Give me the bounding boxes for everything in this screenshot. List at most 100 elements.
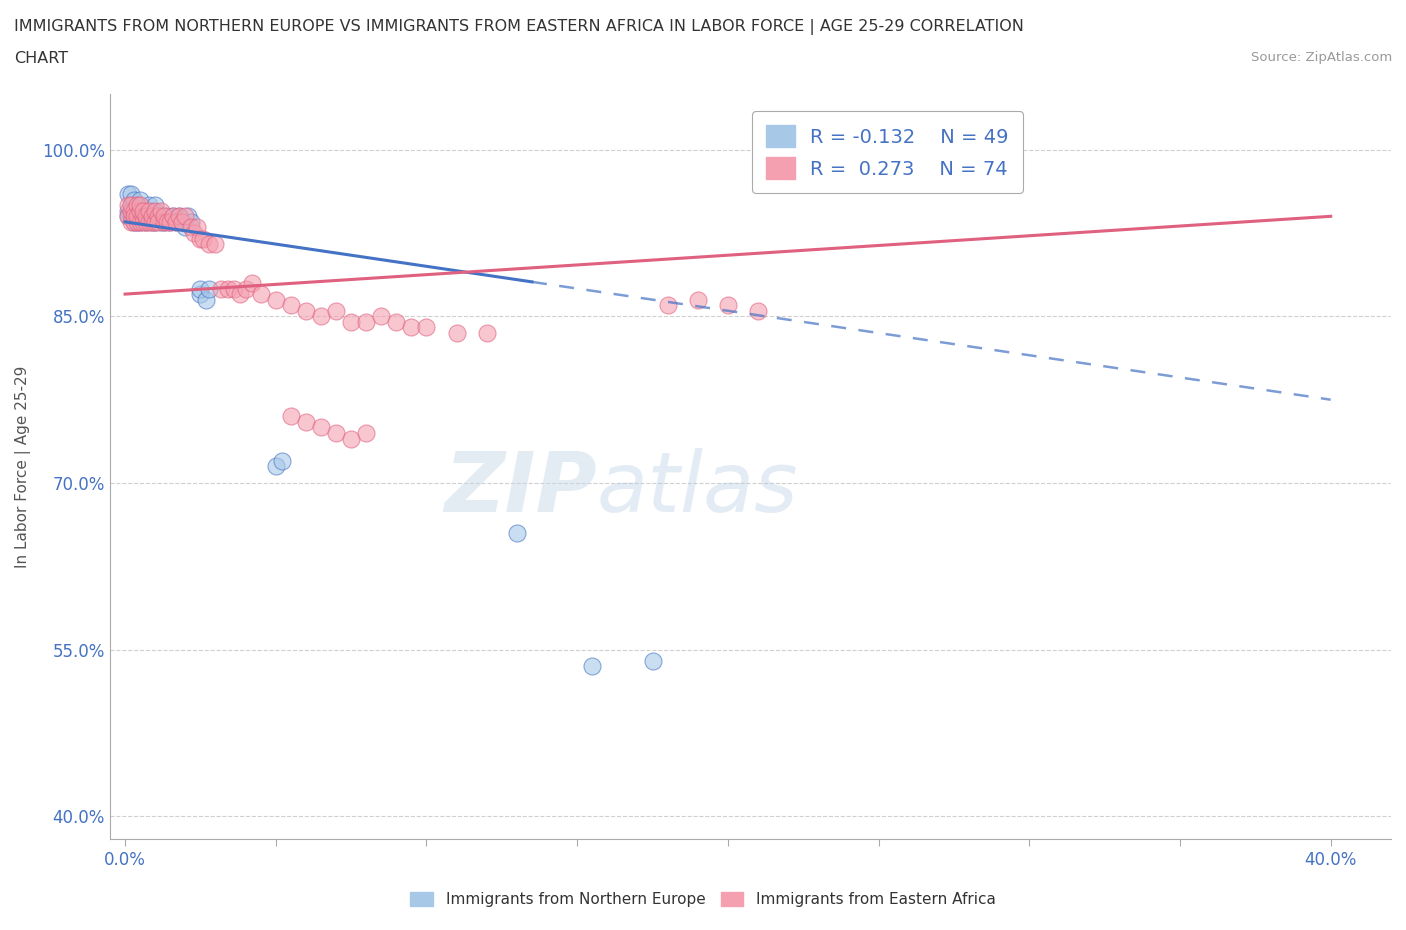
Point — [190, 286, 212, 301]
Point — [249, 286, 271, 301]
Point — [159, 215, 181, 230]
Point — [143, 215, 166, 230]
Point — [325, 426, 347, 441]
Point — [280, 409, 302, 424]
Point — [141, 215, 163, 230]
Point — [240, 275, 263, 290]
Point — [148, 215, 170, 230]
Point — [143, 204, 166, 219]
Point — [280, 298, 302, 312]
Point — [120, 204, 142, 219]
Point — [120, 204, 142, 219]
Point — [129, 209, 152, 224]
Point — [141, 215, 163, 230]
Point — [132, 209, 155, 224]
Point — [120, 187, 142, 202]
Point — [127, 215, 149, 230]
Text: Source: ZipAtlas.com: Source: ZipAtlas.com — [1251, 51, 1392, 64]
Point — [150, 209, 173, 224]
Point — [159, 215, 181, 230]
Point — [217, 281, 239, 296]
Point — [129, 215, 152, 230]
Point — [198, 236, 221, 251]
Point — [117, 204, 139, 219]
Point — [198, 281, 221, 296]
Text: CHART: CHART — [14, 51, 67, 66]
Y-axis label: In Labor Force | Age 25-29: In Labor Force | Age 25-29 — [15, 365, 31, 567]
Point — [132, 215, 155, 230]
Point — [204, 236, 226, 251]
Point — [174, 220, 197, 235]
Point — [138, 204, 160, 219]
Point — [127, 215, 149, 230]
Point — [122, 204, 145, 219]
Point — [190, 281, 212, 296]
Point — [143, 215, 166, 230]
Point — [129, 198, 152, 213]
Point — [129, 204, 152, 219]
Point — [153, 215, 176, 230]
Point — [162, 209, 184, 224]
Point — [195, 292, 218, 307]
Point — [165, 215, 187, 230]
Point — [165, 215, 187, 230]
Point — [325, 303, 347, 318]
Point — [122, 215, 145, 230]
Point — [148, 209, 170, 224]
Point — [172, 215, 194, 230]
Point — [177, 209, 200, 224]
Legend: Immigrants from Northern Europe, Immigrants from Eastern Africa: Immigrants from Northern Europe, Immigra… — [405, 885, 1001, 913]
Point — [264, 292, 287, 307]
Point — [138, 209, 160, 224]
Point — [235, 281, 257, 296]
Point — [135, 209, 157, 224]
Point — [190, 231, 212, 246]
Point — [717, 298, 740, 312]
Point — [222, 281, 245, 296]
Point — [153, 215, 176, 230]
Point — [153, 209, 176, 224]
Point — [340, 314, 363, 329]
Point — [122, 209, 145, 224]
Point — [174, 209, 197, 224]
Point — [295, 303, 318, 318]
Point — [156, 215, 179, 230]
Point — [132, 204, 155, 219]
Point — [641, 654, 664, 669]
Point — [141, 204, 163, 219]
Point — [228, 286, 250, 301]
Point — [172, 215, 194, 230]
Point — [747, 303, 769, 318]
Point — [117, 187, 139, 202]
Point — [354, 314, 377, 329]
Text: ZIP: ZIP — [444, 448, 596, 529]
Point — [193, 231, 215, 246]
Point — [180, 220, 202, 235]
Point — [122, 204, 145, 219]
Point — [122, 209, 145, 224]
Point — [150, 215, 173, 230]
Point — [127, 198, 149, 213]
Point — [120, 209, 142, 224]
Point — [120, 198, 142, 213]
Point — [475, 326, 498, 340]
Point — [127, 198, 149, 213]
Point — [122, 193, 145, 207]
Point — [264, 458, 287, 473]
Text: IMMIGRANTS FROM NORTHERN EUROPE VS IMMIGRANTS FROM EASTERN AFRICA IN LABOR FORCE: IMMIGRANTS FROM NORTHERN EUROPE VS IMMIG… — [14, 19, 1024, 34]
Point — [169, 209, 191, 224]
Point — [162, 209, 184, 224]
Point — [309, 309, 332, 324]
Point — [270, 454, 292, 469]
Point — [135, 215, 157, 230]
Point — [138, 215, 160, 230]
Point — [129, 204, 152, 219]
Point — [148, 209, 170, 224]
Point — [117, 209, 139, 224]
Point — [415, 320, 437, 335]
Point — [117, 198, 139, 213]
Point — [186, 220, 208, 235]
Point — [135, 204, 157, 219]
Point — [183, 226, 205, 241]
Point — [135, 215, 157, 230]
